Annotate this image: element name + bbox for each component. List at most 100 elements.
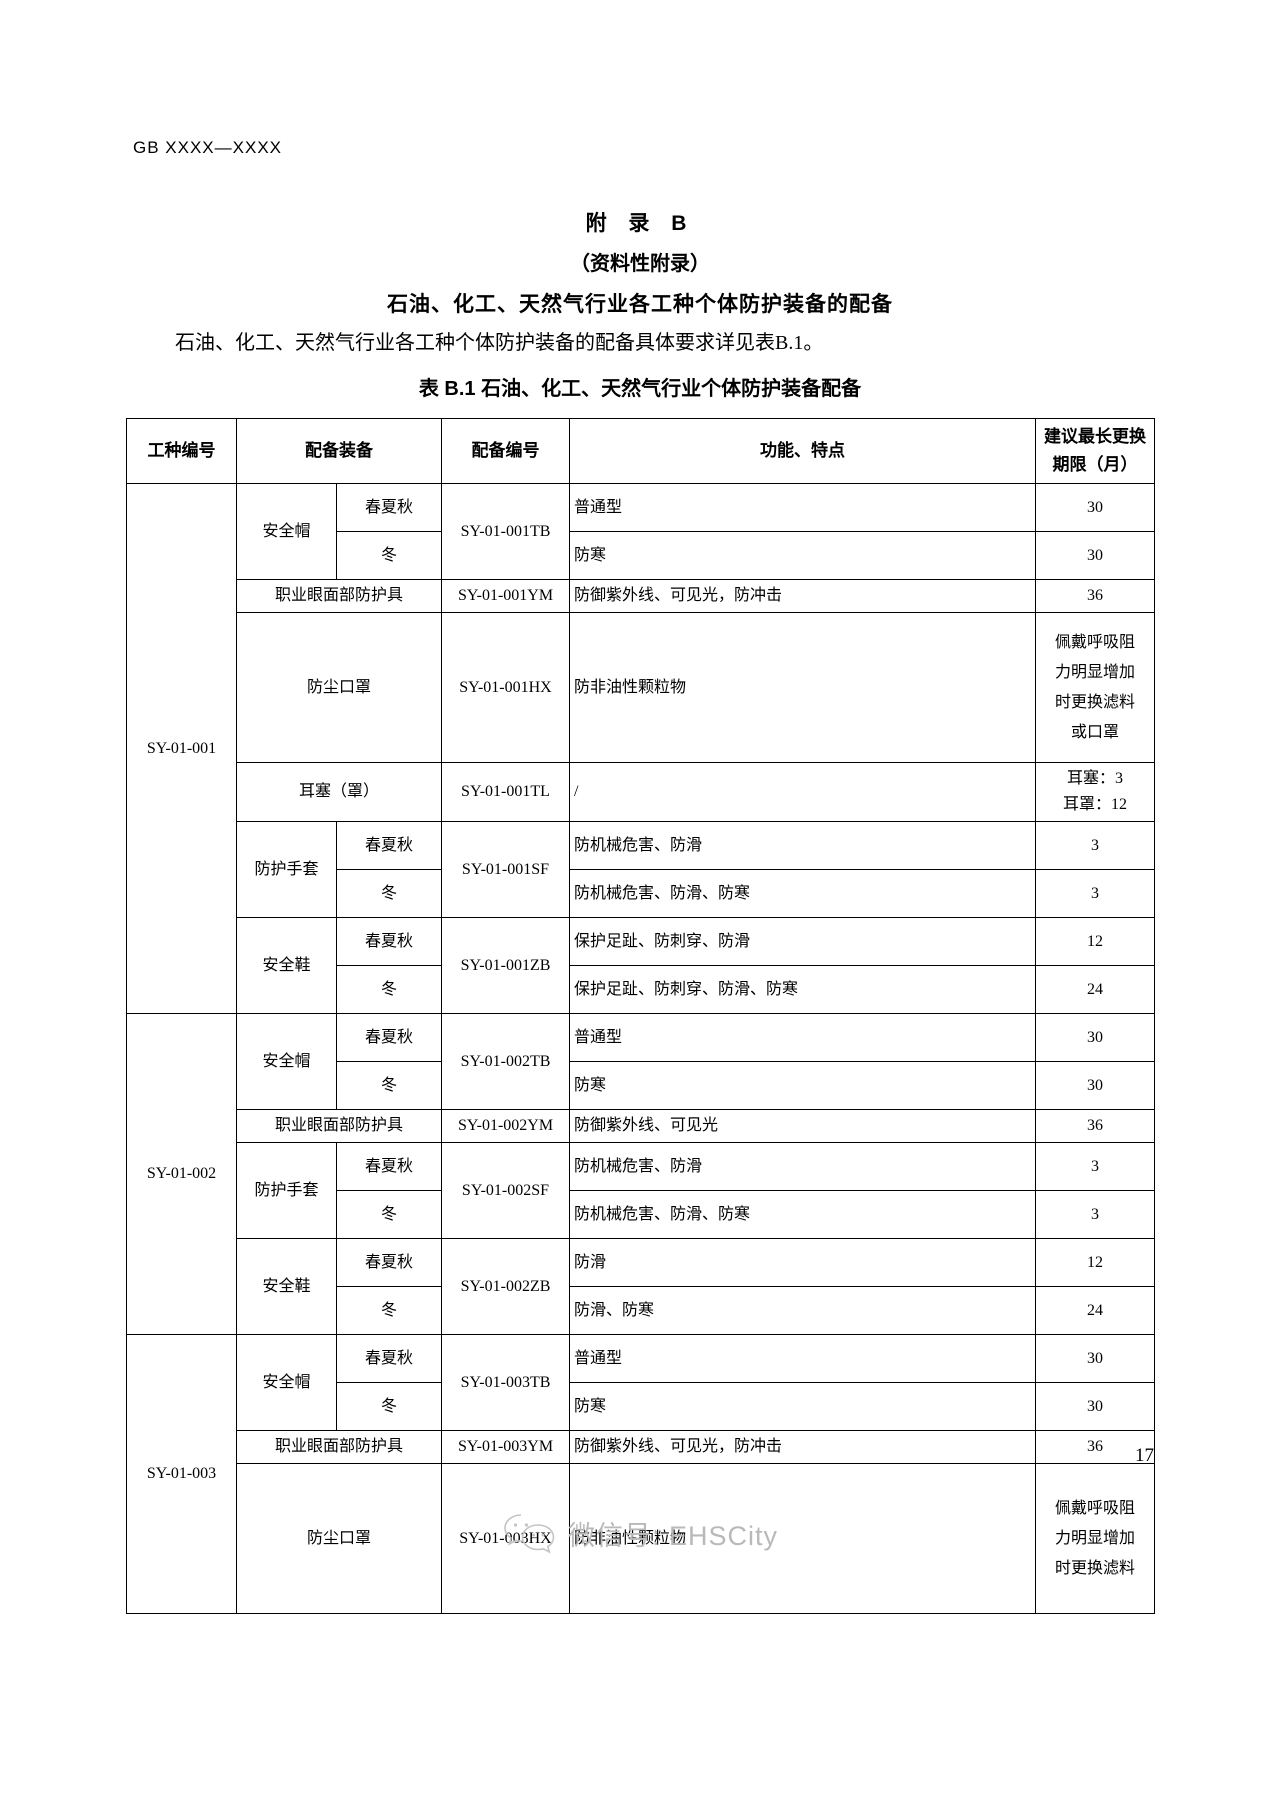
cell-equipment: 职业眼面部防护具 [236, 579, 442, 613]
cell-function: 普通型 [569, 1334, 1036, 1383]
cell-replacement: 30 [1035, 1382, 1155, 1431]
cell-replacement: 3 [1035, 821, 1155, 870]
cell-replacement: 30 [1035, 1334, 1155, 1383]
cell-season: 春夏秋 [336, 917, 442, 966]
cell-season: 春夏秋 [336, 1142, 442, 1191]
col-header-equipment-code: 配备编号 [441, 418, 570, 484]
cell-function: 防非油性颗粒物 [569, 1463, 1036, 1614]
cell-function: 防机械危害、防滑、防寒 [569, 869, 1036, 918]
cell-function: 防机械危害、防滑、防寒 [569, 1190, 1036, 1239]
cell-equipment: 防护手套 [236, 1142, 337, 1239]
cell-job-code: SY-01-003 [126, 1334, 237, 1614]
cell-replacement: 佩戴呼吸阻 力明显增加 时更换滤料 [1035, 1463, 1155, 1614]
wechat-icon [502, 1512, 556, 1554]
cell-function: / [569, 762, 1036, 822]
cell-function: 防御紫外线、可见光，防冲击 [569, 1430, 1036, 1464]
cell-equipment-code: SY-01-001SF [441, 821, 570, 918]
table-row: 防护手套 春夏秋 SY-01-001SF 防机械危害、防滑 3 [127, 821, 1155, 918]
cell-equipment: 安全帽 [236, 1334, 337, 1431]
watermark-text: 微信号: EHSCity [567, 1520, 779, 1551]
cell-function: 防滑 [569, 1238, 1036, 1287]
table-row: 冬 防寒 30 [127, 531, 1155, 580]
col-header-function: 功能、特点 [569, 418, 1036, 484]
cell-season: 冬 [336, 869, 442, 918]
cell-equipment-code: SY-01-002SF [441, 1142, 570, 1239]
cell-equipment-code: SY-01-001HX [441, 612, 570, 763]
cell-function: 防寒 [569, 531, 1036, 580]
cell-season: 春夏秋 [336, 1013, 442, 1062]
table-row: 安全鞋 春夏秋 SY-01-001ZB 保护足趾、防刺穿、防滑 12 [127, 917, 1155, 1014]
cell-function: 普通型 [569, 1013, 1036, 1062]
cell-season: 冬 [336, 531, 442, 580]
col-header-equipment: 配备装备 [236, 418, 442, 484]
cell-function: 防寒 [569, 1061, 1036, 1110]
cell-function: 防御紫外线、可见光，防冲击 [569, 579, 1036, 613]
table-row: 冬 防机械危害、防滑、防寒 3 [127, 869, 1155, 918]
cell-season: 冬 [336, 1061, 442, 1110]
table-row: SY-01-001 安全帽春夏秋 SY-01-001TB 普通型 30 [126, 483, 1155, 1014]
cell-equipment: 耳塞（罩） [236, 762, 442, 822]
table-row: 冬 防滑、防寒 24 [127, 1286, 1155, 1335]
cell-equipment-code: SY-01-003YM [441, 1430, 570, 1464]
cell-season: 冬 [336, 1190, 442, 1239]
footer-watermark: 微信号: EHSCity [0, 1512, 1280, 1554]
table-row: 安全鞋 春夏秋 SY-01-002ZB 防滑 12 [127, 1238, 1155, 1335]
cell-equipment: 安全鞋 [236, 1238, 337, 1335]
cell-replacement: 12 [1035, 1238, 1155, 1287]
cell-season: 冬 [336, 965, 442, 1014]
cell-replacement: 30 [1035, 1013, 1155, 1062]
table-row: 冬 防寒 30 [127, 1382, 1155, 1431]
cell-replacement: 佩戴呼吸阻 力明显增加 时更换滤料 或口罩 [1035, 612, 1155, 763]
cell-job-code: SY-01-001 [126, 483, 237, 1014]
col-header-replacement: 建议最长更换期限（月） [1035, 418, 1155, 484]
cell-function: 防非油性颗粒物 [569, 612, 1036, 763]
cell-equipment-code: SY-01-001YM [441, 579, 570, 613]
cell-season: 春夏秋 [336, 1238, 442, 1287]
cell-function: 防滑、防寒 [569, 1286, 1036, 1335]
annex-title: 石油、化工、天然气行业各工种个体防护装备的配备 [387, 293, 893, 316]
cell-equipment-code: SY-01-002YM [441, 1109, 570, 1143]
cell-replacement: 耳塞：3 耳罩：12 [1035, 762, 1155, 822]
cell-function: 防御紫外线、可见光 [569, 1109, 1036, 1143]
annex-heading-block: 附 录 B （资料性附录） 石油、化工、天然气行业各工种个体防护装备的配备 [0, 208, 1280, 324]
cell-replacement: 3 [1035, 869, 1155, 918]
cell-equipment-code: SY-01-003TB [441, 1334, 570, 1431]
cell-equipment: 职业眼面部防护具 [236, 1430, 442, 1464]
cell-job-code: SY-01-002 [126, 1013, 237, 1335]
table-row: 冬 保护足趾、防刺穿、防滑、防寒 24 [127, 965, 1155, 1014]
annex-kind: （资料性附录） [570, 253, 710, 275]
page-number: 17 [1135, 1445, 1154, 1466]
cell-replacement: 36 [1035, 579, 1155, 613]
cell-function: 普通型 [569, 483, 1036, 532]
ppe-table: 工种编号 配备装备 配备编号 功能、特点 建议最长更换期限（月） SY-01-0… [126, 418, 1155, 1614]
table-row: 职业眼面部防护具 SY-01-002YM 防御紫外线、可见光 36 [127, 1109, 1155, 1143]
cell-replacement: 30 [1035, 1061, 1155, 1110]
cell-season: 春夏秋 [336, 821, 442, 870]
cell-function: 防寒 [569, 1382, 1036, 1431]
table-row: SY-01-003 安全帽 春夏秋 SY-01-003TB 普通型 30 [126, 1334, 1155, 1614]
cell-function: 保护足趾、防刺穿、防滑、防寒 [569, 965, 1036, 1014]
cell-equipment: 职业眼面部防护具 [236, 1109, 442, 1143]
table-caption: 表 B.1 石油、化工、天然气行业个体防护装备配备 [418, 378, 862, 400]
cell-function: 防机械危害、防滑 [569, 1142, 1036, 1191]
cell-equipment: 安全帽 [236, 1013, 337, 1110]
table-row: 职业眼面部防护具 SY-01-001YM 防御紫外线、可见光，防冲击 36 [127, 579, 1155, 613]
cell-replacement: 3 [1035, 1142, 1155, 1191]
cell-equipment: 防护手套 [236, 821, 337, 918]
cell-replacement: 36 [1035, 1109, 1155, 1143]
standard-header: GB XXXX—XXXX [133, 138, 282, 157]
cell-equipment: 安全帽 [236, 483, 337, 580]
cell-equipment-code: SY-01-001TB [441, 483, 570, 580]
cell-equipment-code: SY-01-002TB [441, 1013, 570, 1110]
cell-equipment-code: SY-01-003HX [441, 1463, 570, 1614]
table-body: SY-01-001 安全帽 春夏秋 SY-01-001TB 普通型 30 冬防寒 30 职业眼面… [126, 483, 1155, 1614]
cell-replacement: 12 [1035, 917, 1155, 966]
annex-label: 附 录 B [585, 212, 695, 235]
col-header-job-code: 工种编号 [126, 418, 237, 484]
cell-replacement: 30 [1035, 531, 1155, 580]
table-row: SY-01-002 安全帽 春夏秋 SY-01-002TB 普通型 30 [126, 1013, 1155, 1335]
table-header-row: 工种编号 配备装备 配备编号 功能、特点 建议最长更换期限（月） [126, 418, 1155, 484]
ppe-table-wrapper: 工种编号 配备装备 配备编号 功能、特点 建议最长更换期限（月） SY-01-0… [126, 418, 1155, 1614]
cell-season: 冬 [336, 1382, 442, 1431]
